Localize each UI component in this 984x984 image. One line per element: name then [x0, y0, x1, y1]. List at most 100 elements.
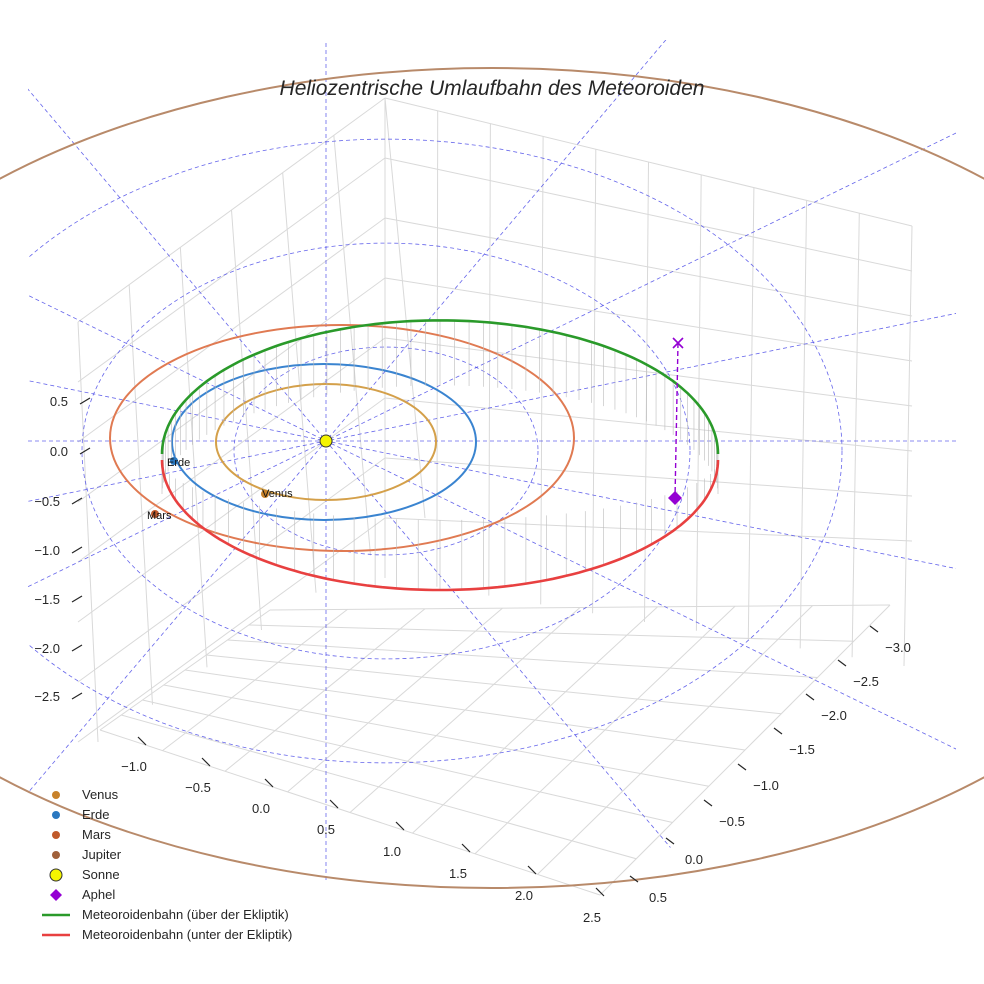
grid-line — [77, 97, 386, 323]
grid-line — [384, 277, 913, 362]
venus-marker — [261, 490, 269, 498]
x-tick-mark — [527, 865, 537, 875]
grid-line — [488, 123, 491, 596]
z-tick-mark — [71, 497, 83, 505]
y-tick-label: 0.5 — [649, 890, 667, 905]
legend-item: Meteoroidenbahn (unter der Ekliptik) — [42, 927, 292, 942]
mars-orbit — [109, 324, 575, 552]
legend-item: Aphel — [50, 887, 115, 902]
venus-label: Venus — [262, 488, 293, 500]
y-tick-label: −2.5 — [853, 674, 879, 689]
y-tick-mark — [837, 659, 847, 667]
grid-line — [349, 607, 581, 813]
z-tick-label: 0.5 — [50, 394, 68, 409]
aphel-marker — [668, 491, 682, 505]
x-tick-label: 1.5 — [449, 866, 467, 881]
orbits: Venus Erde Mars — [0, 67, 984, 889]
legend-label: Mars — [82, 827, 111, 842]
legend-label: Meteoroidenbahn (über der Ekliptik) — [82, 907, 289, 922]
grid-line — [384, 217, 913, 317]
mars-marker — [151, 510, 159, 518]
z-tick-label: −1.5 — [34, 592, 60, 607]
y-tick-label: −1.5 — [789, 742, 815, 757]
grid-line — [77, 457, 386, 683]
reference-circle — [81, 242, 691, 660]
legend-item: Erde — [52, 807, 109, 822]
legend-item: Mars — [52, 827, 111, 842]
x-tick-mark — [329, 799, 339, 809]
y-tick-mark — [665, 837, 675, 845]
y-tick-mark — [869, 625, 879, 633]
x-tick-mark — [137, 736, 147, 746]
y-tick-mark — [805, 693, 815, 701]
grid-line — [282, 172, 317, 593]
y-tick-mark — [703, 799, 713, 807]
x-tick-mark — [201, 757, 211, 767]
grid-line — [77, 277, 386, 503]
grid-line — [474, 605, 736, 855]
grid-line — [436, 110, 439, 587]
erde-orbit — [171, 363, 477, 521]
x-tick-label: −0.5 — [185, 780, 211, 795]
grid-line — [384, 457, 913, 497]
legend-sun-icon — [49, 868, 63, 882]
grid-line — [695, 174, 702, 631]
z-tick-label: 0.0 — [50, 444, 68, 459]
legend-label: Aphel — [82, 887, 115, 902]
legend-item: Sonne — [49, 867, 120, 882]
jupiter-orbit — [0, 67, 984, 889]
grid-line — [77, 397, 386, 623]
z-tick-mark — [71, 595, 83, 603]
grid-line — [77, 321, 99, 743]
legend-dot-icon — [52, 831, 60, 839]
grid-line — [799, 200, 808, 649]
reference-circle — [28, 138, 843, 764]
grid-line — [384, 337, 913, 407]
erde-label: Erde — [167, 457, 190, 469]
erde-marker — [170, 457, 178, 465]
z-tick-mark — [71, 644, 83, 652]
z-tick-mark — [79, 397, 91, 405]
grid-line — [384, 97, 426, 519]
legend-item: Jupiter — [52, 847, 122, 862]
grid-line — [599, 604, 891, 896]
y-tick-label: −1.0 — [753, 778, 779, 793]
x-tick-label: 2.5 — [583, 910, 601, 925]
grid-line — [537, 605, 813, 875]
x-tick-mark — [461, 843, 471, 853]
z-tick-mark — [79, 447, 91, 455]
reference-circle — [233, 346, 539, 556]
z-tick-label: −2.5 — [34, 689, 60, 704]
legend-item: Meteoroidenbahn (über der Ekliptik) — [42, 907, 289, 922]
reference-spoke — [28, 132, 956, 588]
grid-line — [179, 247, 208, 668]
mars-label: Mars — [147, 510, 172, 522]
y-tick-mark — [773, 727, 783, 735]
z-tick-label: −2.0 — [34, 641, 60, 656]
legend-label: Venus — [82, 787, 119, 802]
legend: Venus Erde Mars Jupiter Sonne Aphel Meteoroide… — [42, 787, 292, 942]
x-tick-mark — [395, 821, 405, 831]
x-tick-mark — [264, 778, 274, 788]
legend-dot-icon — [52, 851, 60, 859]
y-tick-mark — [629, 875, 639, 883]
x-tick-label: 0.0 — [252, 801, 270, 816]
reference-grid — [28, 40, 956, 881]
grid-line — [903, 225, 913, 667]
grid-line — [77, 337, 386, 563]
grid-line — [77, 157, 386, 383]
meteoroid-orbit-above — [160, 319, 720, 455]
grid-line — [384, 397, 913, 452]
grid-line — [384, 517, 913, 542]
meteoroid-orbit-below — [160, 459, 720, 592]
y-tick-label: −0.5 — [719, 814, 745, 829]
y-tick-label: −3.0 — [885, 640, 911, 655]
y-tick-mark — [737, 763, 747, 771]
grid-line — [540, 136, 544, 605]
grid-line — [747, 187, 755, 640]
legend-label: Erde — [82, 807, 109, 822]
sun-marker — [319, 434, 333, 448]
grid-line — [231, 209, 262, 631]
legend-dot-icon — [52, 811, 60, 819]
